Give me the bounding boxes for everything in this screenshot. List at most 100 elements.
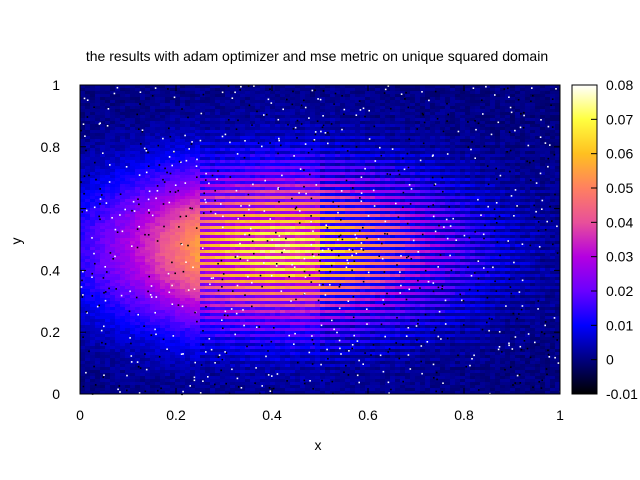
heatmap-cell [345, 139, 351, 143]
heatmap-cell [255, 187, 261, 191]
heatmap-cell [550, 214, 556, 218]
heatmap-cell [80, 106, 86, 110]
heatmap-cell [440, 118, 446, 122]
heatmap-cell [475, 187, 481, 191]
heatmap-cell [295, 175, 301, 179]
heatmap-cell [270, 148, 276, 152]
heatmap-cell [530, 196, 536, 200]
heatmap-cell [435, 169, 441, 173]
heatmap-cell [410, 94, 416, 98]
heatmap-cell [250, 100, 256, 104]
heatmap-cell [425, 229, 431, 233]
heatmap-cell [240, 127, 246, 131]
heatmap-cell [255, 133, 261, 137]
heatmap-cell [400, 208, 406, 212]
heatmap-cell [365, 211, 371, 215]
heatmap-cell [205, 220, 211, 224]
heatmap-cell [100, 160, 106, 164]
heatmap-cell [330, 136, 336, 140]
heatmap-cell [495, 124, 501, 128]
heatmap-cell [435, 88, 441, 92]
heatmap-cell [395, 109, 401, 113]
heatmap-cell [370, 214, 376, 218]
heatmap-cell [150, 220, 156, 224]
heatmap-cell [320, 85, 326, 89]
heatmap-cell [220, 148, 226, 152]
heatmap-cell [400, 238, 406, 242]
heatmap-cell [215, 232, 221, 236]
heatmap-cell [520, 163, 526, 167]
heatmap-cell [270, 154, 276, 158]
heatmap-cell [95, 220, 101, 224]
heatmap-cell [205, 205, 211, 209]
heatmap-cell [300, 94, 306, 98]
heatmap-cell [335, 97, 341, 101]
heatmap-cell [540, 148, 546, 152]
heatmap-cell [375, 151, 381, 155]
heatmap-cell [200, 199, 206, 203]
heatmap-cell [195, 163, 201, 167]
heatmap-cell [275, 190, 281, 194]
heatmap-cell [300, 187, 306, 191]
heatmap-cell [420, 151, 426, 155]
heatmap-cell [430, 118, 436, 122]
heatmap-cell [170, 232, 176, 236]
heatmap-cell [245, 211, 251, 215]
heatmap-cell [335, 181, 341, 185]
heatmap-cell [225, 214, 231, 218]
heatmap-cell [490, 166, 496, 170]
heatmap-cell [120, 121, 126, 125]
heatmap-cell [480, 178, 486, 182]
heatmap-cell [480, 118, 486, 122]
heatmap-cell [320, 181, 326, 185]
heatmap-cell [470, 103, 476, 107]
heatmap-cell [85, 217, 91, 221]
heatmap-cell [175, 136, 181, 140]
heatmap-cell [220, 109, 226, 113]
heatmap-cell [150, 223, 156, 227]
heatmap-cell [415, 169, 421, 173]
heatmap-cell [455, 226, 461, 230]
heatmap-cell [120, 127, 126, 131]
heatmap-cell [530, 112, 536, 116]
heatmap-cell [145, 196, 151, 200]
heatmap-cell [550, 103, 556, 107]
heatmap-cell [125, 208, 131, 212]
heatmap-cell [145, 184, 151, 188]
heatmap-cell [510, 124, 516, 128]
heatmap-cell [410, 175, 416, 179]
heatmap-cell [385, 235, 391, 239]
heatmap-cell [285, 214, 291, 218]
heatmap-cell [470, 163, 476, 167]
heatmap-cell [545, 205, 551, 209]
heatmap-cell [125, 151, 131, 155]
heatmap-cell [530, 166, 536, 170]
heatmap-cell [300, 214, 306, 218]
heatmap-cell [190, 100, 196, 104]
heatmap-cell [365, 94, 371, 98]
heatmap-cell [380, 106, 386, 110]
heatmap-cell [485, 181, 491, 185]
heatmap-cell [365, 217, 371, 221]
heatmap-cell [485, 208, 491, 212]
heatmap-cell [205, 226, 211, 230]
heatmap-cell [550, 187, 556, 191]
heatmap-cell [235, 100, 241, 104]
heatmap-cell [370, 157, 376, 161]
heatmap-cell [375, 133, 381, 137]
heatmap-cell [390, 157, 396, 161]
heatmap-cell [130, 232, 136, 236]
heatmap-cell [450, 238, 456, 242]
heatmap-cell [395, 112, 401, 116]
heatmap-cell [135, 136, 141, 140]
heatmap-cell [530, 109, 536, 113]
heatmap-cell [460, 172, 466, 176]
heatmap-cell [485, 118, 491, 122]
heatmap-cell [285, 97, 291, 101]
heatmap-cell [140, 103, 146, 107]
heatmap-cell [375, 136, 381, 140]
heatmap-cell [490, 178, 496, 182]
heatmap-cell [205, 124, 211, 128]
heatmap-cell [335, 118, 341, 122]
heatmap-cell [190, 160, 196, 164]
